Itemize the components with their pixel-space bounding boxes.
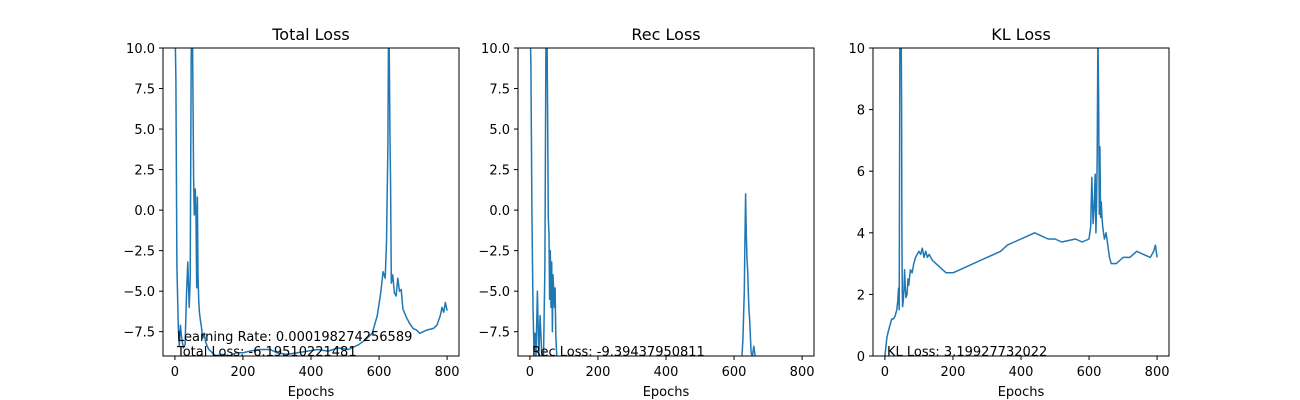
chart-panel-1: 0 200 400 600 800 −7.5 −5.0 −2.5 0.0 2.5 5.0 7.5 10.… (123, 25, 460, 400)
y-tick-label: 2 (857, 288, 865, 303)
y-tick-label: 0 (857, 350, 865, 365)
y-tick-label: 10.0 (481, 42, 510, 57)
y-tick-label: −5.0 (478, 285, 510, 300)
x-tick-label: 400 (1009, 365, 1034, 380)
y-tick-label: −7.5 (123, 326, 155, 341)
annotation-text: Rec Loss: -9.39437950811 (532, 345, 705, 360)
x-tick-label: 800 (435, 365, 460, 380)
y-tick-label: 2.5 (134, 164, 155, 179)
x-tick-label: 200 (586, 365, 611, 380)
x-tick-label: 400 (299, 365, 324, 380)
series-line (884, 48, 1158, 356)
y-tick-label: 0.0 (489, 204, 510, 219)
series-line (529, 48, 756, 356)
x-tick-label: 200 (941, 365, 966, 380)
plot-frame (872, 47, 1170, 357)
plot-frame (517, 47, 815, 357)
chart-title: Rec Loss (631, 25, 700, 44)
y-tick-label: 5.0 (489, 123, 510, 138)
series-line (174, 48, 448, 356)
x-tick-label: 800 (1145, 365, 1170, 380)
y-tick-label: −2.5 (478, 245, 510, 260)
y-tick-label: 10 (848, 42, 865, 57)
y-tick-label: 2.5 (489, 164, 510, 179)
annotation-text: Learning Rate: 0.000198274256589 (177, 330, 412, 345)
x-tick-label: 0 (526, 365, 534, 380)
x-tick-label: 0 (881, 365, 889, 380)
y-tick-label: 5.0 (134, 123, 155, 138)
y-tick-label: 7.5 (489, 83, 510, 98)
x-tick-label: 600 (367, 365, 392, 380)
x-tick-label: 800 (790, 365, 815, 380)
y-tick-label: 8 (857, 104, 865, 119)
chart-title: Total Loss (271, 25, 350, 44)
x-tick-label: 200 (231, 365, 256, 380)
y-tick-label: 4 (857, 227, 865, 242)
x-axis-label: Epochs (288, 385, 335, 400)
x-tick-label: 600 (1077, 365, 1102, 380)
y-tick-label: 7.5 (134, 83, 155, 98)
y-tick-label: −7.5 (478, 326, 510, 341)
y-tick-label: −2.5 (123, 245, 155, 260)
x-axis-label: Epochs (998, 385, 1045, 400)
x-tick-label: 600 (722, 365, 747, 380)
annotation-text: Total Loss: -6.19510221481 (176, 345, 357, 360)
y-tick-label: 0.0 (134, 204, 155, 219)
annotation-text: KL Loss: 3.19927732022 (887, 345, 1047, 360)
y-tick-label: −5.0 (123, 285, 155, 300)
y-tick-label: 10.0 (126, 42, 155, 57)
x-tick-label: 0 (171, 365, 179, 380)
x-axis-label: Epochs (643, 385, 690, 400)
y-tick-label: 6 (857, 165, 865, 180)
chart-panel-2: 0 200 400 600 800 −7.5 −5.0 −2.5 0.0 2.5 5.0 7.5 10.… (478, 25, 815, 400)
chart-title: KL Loss (991, 25, 1051, 44)
plot-frame (162, 47, 460, 357)
x-tick-label: 400 (654, 365, 679, 380)
chart-panel-3: 0 200 400 600 800 0 2 4 6 8 10 KL Loss Epochs KL Loss… (848, 25, 1169, 400)
